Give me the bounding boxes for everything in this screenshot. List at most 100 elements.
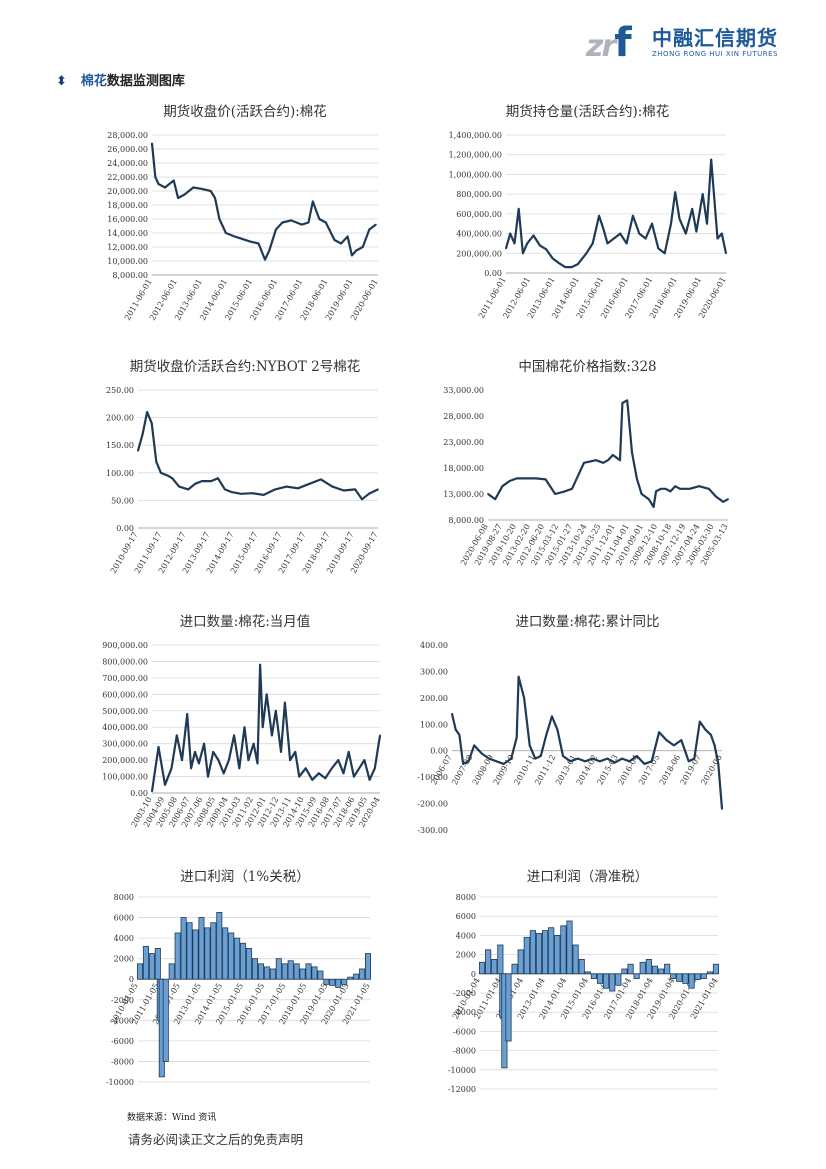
bar <box>251 958 258 980</box>
bar <box>688 973 695 989</box>
data-point <box>635 477 638 480</box>
data-point <box>154 176 157 178</box>
data-point <box>340 242 342 245</box>
data-point <box>480 752 483 755</box>
data-point <box>281 221 284 224</box>
data-point <box>680 739 683 742</box>
chart-svg: 1,400,000.00 1,200,000.00 1,000,000.00 800,… <box>449 131 728 320</box>
data-point <box>268 249 271 252</box>
bar <box>639 961 646 975</box>
data-point <box>670 222 672 225</box>
bar <box>511 963 518 975</box>
y-tick-label: -6000 <box>453 1027 476 1036</box>
data-point <box>487 493 489 495</box>
bar <box>584 971 591 975</box>
chart-title: 中国棉花价格指数:328 <box>518 359 657 375</box>
data-point <box>214 197 216 199</box>
data-point <box>532 234 535 237</box>
data-point <box>706 222 708 225</box>
data-point <box>285 485 288 488</box>
y-tick-label: 4000 <box>456 931 476 940</box>
bar <box>497 944 504 975</box>
data-point <box>517 208 520 210</box>
bar <box>148 953 155 980</box>
y-tick-label: 6000 <box>456 912 476 921</box>
y-tick-label: 16,000.00 <box>107 215 148 224</box>
data-point <box>166 474 169 477</box>
data-point <box>564 266 567 268</box>
data-point <box>458 733 461 736</box>
chart-panel: 进口利润（滑准税） 8000 6000 4000 2000 0 -2000 -4000 -600… <box>440 865 735 1100</box>
data-point <box>550 715 553 718</box>
data-point <box>508 480 511 482</box>
data-point <box>585 252 588 255</box>
data-point <box>577 263 579 266</box>
data-point <box>571 487 573 490</box>
data-point <box>201 480 203 482</box>
bar <box>299 968 306 980</box>
data-point <box>298 775 301 778</box>
bar <box>359 968 366 980</box>
data-point <box>354 488 357 491</box>
y-tick-label: -4000 <box>453 1008 476 1017</box>
y-tick-label: -12000 <box>448 1085 476 1094</box>
data-point <box>172 179 175 182</box>
data-point <box>239 492 242 495</box>
bar <box>603 973 610 989</box>
y-tick-label: 400,000.00 <box>102 723 148 732</box>
y-tick-label: 200,000.00 <box>456 249 502 258</box>
data-point <box>212 750 215 753</box>
data-point <box>678 217 681 220</box>
y-tick-label: 800,000.00 <box>102 657 148 666</box>
y-tick-label: 0.00 <box>430 747 448 756</box>
y-tick-label: 400.00 <box>420 641 448 650</box>
bar <box>281 963 288 980</box>
y-tick-label: 6000 <box>114 914 134 923</box>
y-tick-label: -200.00 <box>417 800 448 809</box>
chart-panel: 期货收盘价活跃合约:NYBOT 2号棉花 250.00 200.00 150.00 10… <box>100 355 390 605</box>
data-point <box>146 411 149 413</box>
data-point <box>658 731 661 734</box>
bar <box>347 976 354 980</box>
data-point <box>324 221 327 224</box>
data-point <box>289 759 292 762</box>
chart-svg: 8000 6000 4000 2000 0 -2000 -4000 -6000 -8000 -10… <box>106 893 372 1087</box>
data-point <box>175 734 178 737</box>
data-point <box>330 767 333 770</box>
y-tick-label: 12,000.00 <box>107 243 148 252</box>
data-point <box>451 712 453 715</box>
data-point <box>545 248 548 251</box>
bar <box>335 978 342 988</box>
data-point <box>373 767 376 770</box>
data-point <box>669 490 672 493</box>
y-tick-label: 10,000.00 <box>107 257 148 266</box>
data-point <box>602 227 605 230</box>
bar <box>341 978 348 985</box>
y-tick-label: -300.00 <box>417 826 448 835</box>
y-tick-label: 8000 <box>114 893 134 902</box>
data-point <box>333 239 336 241</box>
data-point <box>194 750 196 753</box>
data-point <box>538 244 541 247</box>
data-point <box>591 757 594 760</box>
y-tick-label: 0 <box>471 970 476 979</box>
data-point <box>223 488 226 491</box>
data-point <box>651 222 653 225</box>
bar <box>478 961 486 975</box>
data-point <box>557 262 560 265</box>
data-point <box>355 249 358 252</box>
y-tick-label: -100.00 <box>417 773 448 782</box>
chart-title: 期货持仓量(活跃合约):棉花 <box>505 104 670 120</box>
data-point <box>262 493 265 496</box>
y-tick-label: 26,000.00 <box>107 145 148 154</box>
data-point <box>721 807 723 810</box>
data-point <box>454 728 457 731</box>
data-point <box>283 701 286 704</box>
data-point <box>704 728 707 731</box>
data-point <box>209 190 212 192</box>
bar <box>676 973 683 982</box>
data-point <box>510 757 513 760</box>
data-point <box>274 709 277 712</box>
bar <box>246 947 253 980</box>
y-tick-label: 300,000.00 <box>102 740 148 749</box>
